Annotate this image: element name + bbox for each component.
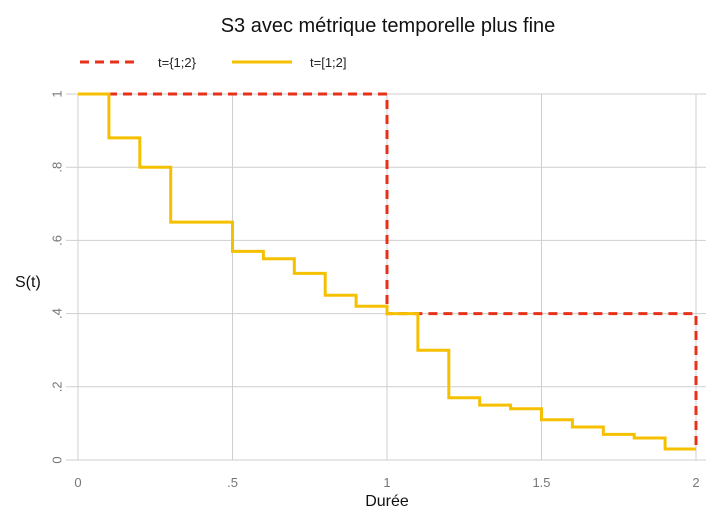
y-tick-label-5: 1	[50, 90, 65, 97]
x-tick-label-4: 2	[692, 475, 699, 490]
legend: t={1;2} t=[1;2]	[80, 55, 347, 70]
y-tick-label-1: .2	[50, 381, 65, 392]
x-tick-label-0: 0	[74, 475, 81, 490]
y-tick-label-0: 0	[50, 456, 65, 463]
x-axis-ticks: 0 .5 1 1.5 2	[74, 475, 699, 490]
chart-title: S3 avec métrique temporelle plus fine	[221, 15, 556, 37]
x-tick-label-3: 1.5	[532, 475, 550, 490]
y-tick-label-3: .6	[50, 235, 65, 246]
legend-label-series-2: t=[1;2]	[310, 55, 347, 70]
y-axis-ticks: 0 .2 .4 .6 .8 1	[50, 90, 65, 463]
x-tick-label-1: .5	[227, 475, 238, 490]
x-axis-label: Durée	[365, 493, 409, 510]
x-tick-label-2: 1	[383, 475, 390, 490]
y-axis-label: S(t)	[15, 274, 41, 291]
series-line-2	[78, 92, 696, 451]
y-tick-label-2: .4	[50, 308, 65, 319]
legend-label-series-1: t={1;2}	[158, 55, 197, 70]
series-layer	[78, 92, 698, 451]
y-tick-label-4: .8	[50, 162, 65, 173]
